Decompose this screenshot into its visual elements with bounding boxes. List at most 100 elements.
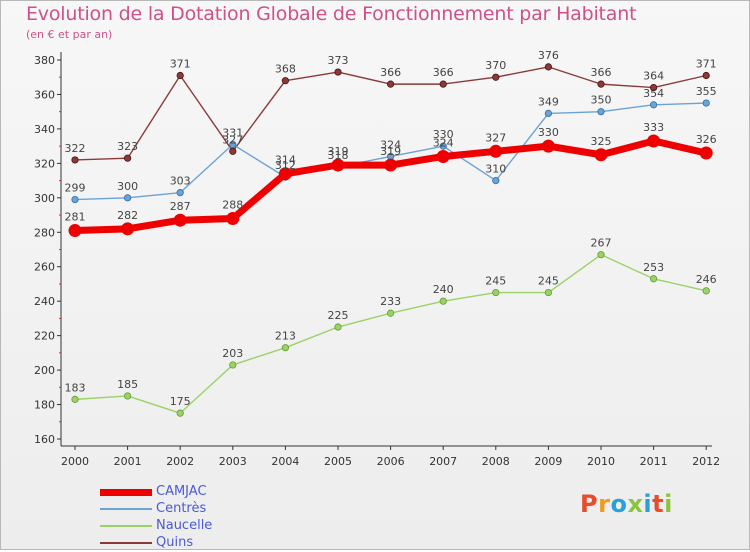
data-label-quins: 371	[696, 58, 717, 71]
data-label-camjac: 326	[696, 133, 717, 146]
legend-swatch-centres	[100, 508, 152, 510]
data-label-quins: 322	[65, 142, 86, 155]
data-point-camjac	[594, 148, 608, 162]
data-label-naucelle: 253	[643, 261, 664, 274]
data-point-naucelle	[702, 287, 710, 295]
data-label-camjac: 330	[538, 126, 559, 139]
data-point-quins	[492, 73, 500, 81]
data-label-camjac: 327	[485, 131, 506, 144]
data-point-camjac	[699, 146, 713, 160]
legend-item-camjac[interactable]: CAMJAC	[100, 484, 300, 501]
data-label-quins: 370	[485, 59, 506, 72]
data-label-naucelle: 225	[328, 309, 349, 322]
data-point-quins	[386, 80, 395, 88]
data-label-centrs: 331	[222, 126, 243, 139]
data-point-naucelle	[492, 288, 500, 297]
data-point-naucelle	[597, 251, 605, 259]
data-label-naucelle: 245	[538, 275, 559, 288]
y-tick-label: 180	[34, 399, 55, 412]
data-point-centrs	[124, 194, 132, 202]
data-label-quins: 366	[380, 66, 401, 79]
legend-swatch-naucelle	[100, 525, 152, 527]
data-point-camjac	[121, 222, 135, 236]
x-tick-label: 2009	[534, 455, 562, 468]
data-point-centrs	[71, 195, 79, 204]
data-point-camjac	[384, 158, 398, 172]
data-point-camjac	[68, 224, 82, 238]
data-label-centrs: 299	[65, 182, 86, 195]
data-point-quins	[229, 147, 237, 155]
data-point-camjac	[436, 149, 450, 163]
data-point-camjac	[173, 213, 187, 227]
data-point-camjac	[226, 211, 240, 225]
chart-title: Evolution de la Dotation Globale de Fonc…	[26, 3, 637, 25]
data-point-quins	[176, 71, 184, 80]
x-tick-label: 2002	[166, 455, 194, 468]
legend-label-centres: Centrès	[156, 501, 207, 516]
logo-letter: i	[664, 490, 673, 518]
data-label-camjac: 288	[222, 198, 243, 211]
legend-item-centres[interactable]: Centrès	[100, 501, 300, 518]
data-label-naucelle: 240	[433, 283, 454, 296]
series-layer	[68, 63, 713, 417]
logo-letter: i	[643, 490, 653, 518]
legend-item-quins[interactable]: Quins	[100, 535, 300, 552]
data-label-camjac: 319	[380, 145, 401, 158]
data-point-centrs	[702, 99, 710, 107]
data-point-centrs	[176, 189, 184, 197]
x-tick-label: 2010	[587, 455, 615, 468]
data-label-naucelle: 175	[170, 395, 191, 408]
data-point-centrs	[229, 140, 237, 149]
data-label-camjac: 287	[170, 200, 191, 213]
data-label-quins: 371	[170, 58, 191, 71]
data-label-camjac: 319	[328, 145, 349, 158]
x-tick-label: 2000	[61, 455, 89, 468]
data-label-centrs: 300	[117, 180, 138, 193]
legend-label-camjac: CAMJAC	[156, 484, 207, 499]
data-point-camjac	[278, 167, 292, 181]
data-label-naucelle: 245	[485, 275, 506, 288]
data-label-quins: 376	[538, 49, 559, 62]
x-tick-label: 2005	[324, 455, 352, 468]
data-label-quins: 323	[117, 140, 138, 153]
data-point-quins	[439, 80, 447, 88]
x-tick-label: 2004	[271, 455, 299, 468]
x-tick-label: 2001	[114, 455, 142, 468]
data-label-quins: 327	[222, 133, 243, 146]
data-label-camjac: 281	[65, 211, 86, 224]
y-tick-label: 280	[34, 226, 55, 239]
data-point-camjac	[647, 134, 661, 148]
y-tick-label: 380	[34, 54, 55, 67]
y-tick-label: 160	[34, 433, 55, 446]
data-label-naucelle: 185	[117, 378, 138, 391]
data-label-camjac: 324	[433, 136, 454, 149]
legend-label-naucelle: Naucelle	[156, 518, 213, 533]
data-point-naucelle	[124, 392, 132, 400]
data-point-centrs	[649, 101, 658, 109]
data-label-naucelle: 246	[696, 273, 717, 286]
data-point-naucelle	[386, 309, 395, 317]
y-tick-label: 300	[34, 192, 55, 205]
data-label-centrs: 324	[380, 138, 401, 151]
data-point-quins	[71, 156, 79, 164]
legend-label-quins: Quins	[156, 535, 194, 550]
data-label-naucelle: 233	[380, 295, 401, 308]
data-label-naucelle: 213	[275, 330, 296, 343]
logo-letter: x	[627, 490, 644, 518]
data-label-centrs: 349	[538, 95, 559, 108]
axes: 160 180 200 220 240 260 280 300 320 340 360 380 2000…	[34, 52, 720, 468]
y-tick-label: 320	[34, 157, 55, 170]
data-label-naucelle: 203	[222, 347, 243, 360]
y-tick-label: 200	[34, 364, 55, 377]
data-label-quins: 373	[328, 54, 349, 67]
data-point-quins	[334, 68, 342, 76]
logo-letter: r	[598, 490, 611, 518]
data-labels-layer: 322 323 371 327 368 373 366 366 370 376 366 364 371 1…	[65, 49, 717, 408]
data-point-naucelle	[544, 288, 553, 297]
data-point-naucelle	[176, 409, 184, 417]
legend-item-naucelle[interactable]: Naucelle	[100, 518, 300, 535]
y-tick-label: 240	[34, 295, 55, 308]
data-point-naucelle	[71, 395, 79, 403]
data-point-quins	[597, 80, 605, 88]
